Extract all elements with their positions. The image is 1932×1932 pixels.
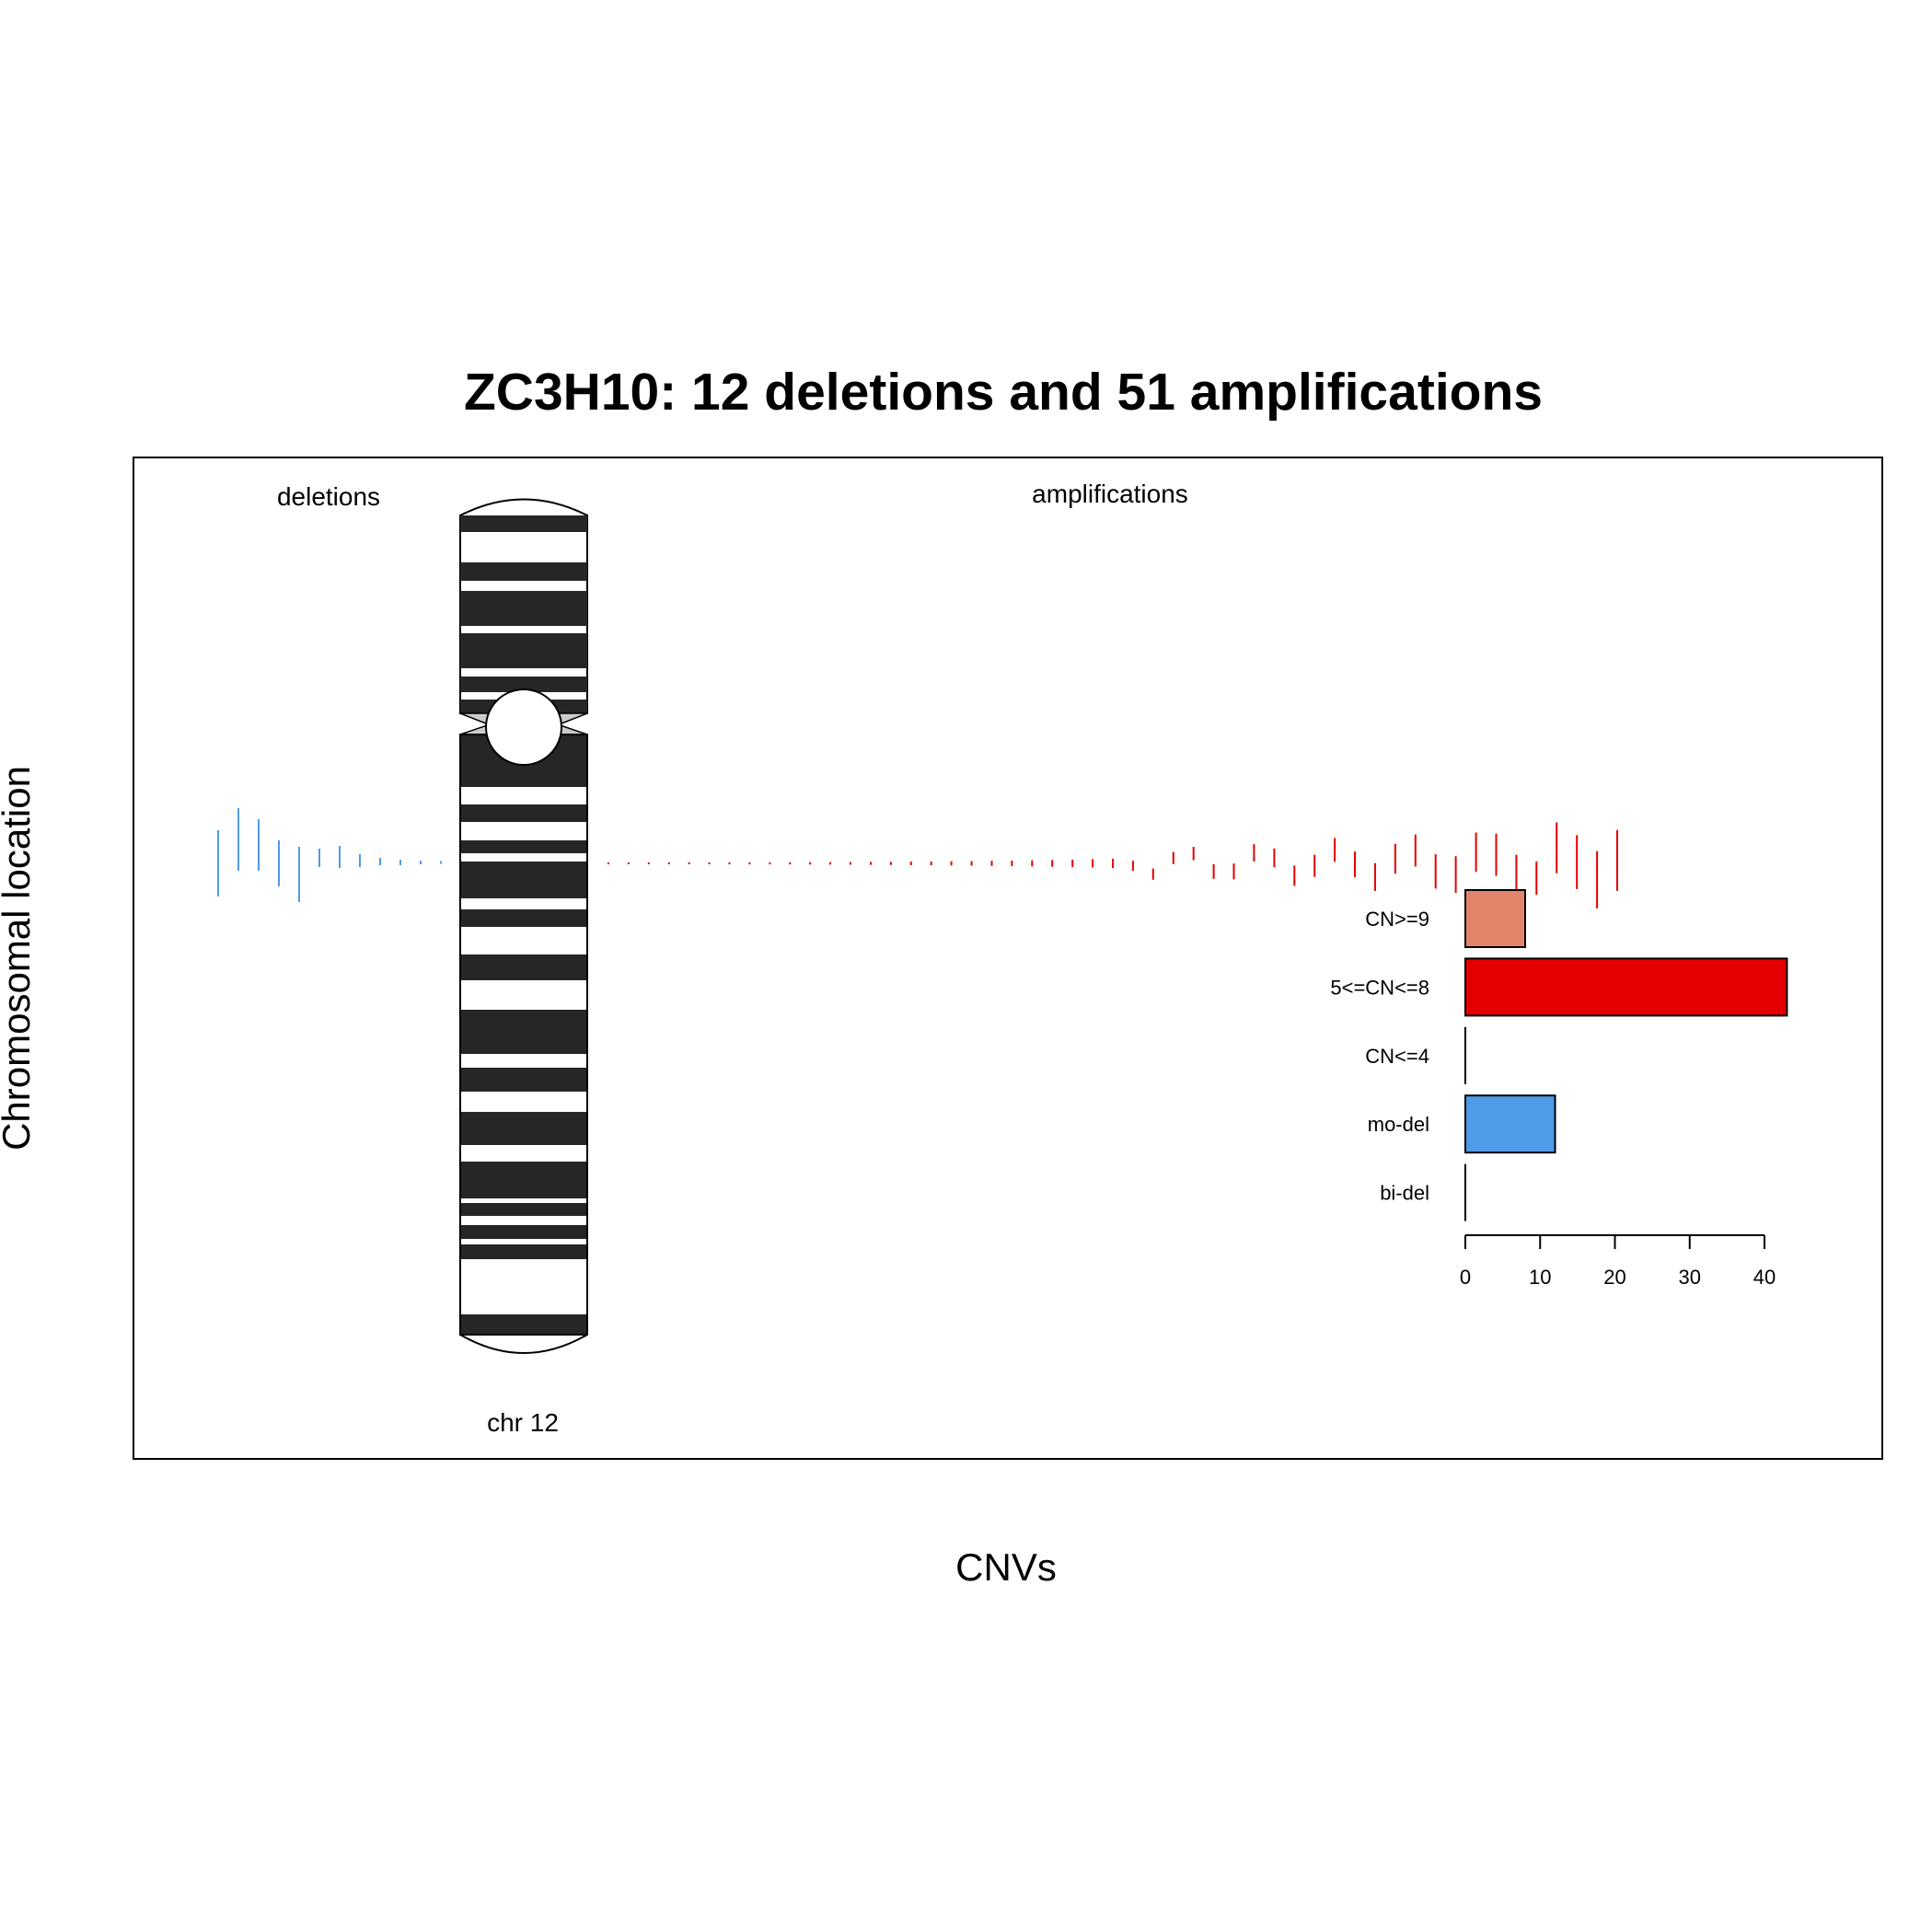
chromosome-band — [460, 1112, 587, 1145]
q-arm-cap — [459, 1334, 588, 1354]
plot-frame — [133, 457, 1883, 1460]
x-axis-title: CNVs — [955, 1545, 1057, 1589]
chromosome-band — [460, 591, 587, 626]
bar — [1464, 1094, 1556, 1154]
chromosome-band — [460, 1162, 587, 1198]
y-axis-title: Chromosomal location — [0, 766, 38, 1151]
x-tick-label: 20 — [1603, 1266, 1625, 1289]
chromosome-band — [460, 840, 587, 853]
cnv-segments — [217, 808, 1618, 908]
bar — [1464, 957, 1788, 1017]
chromosome-band — [460, 633, 587, 668]
chromosome-band — [460, 1244, 587, 1259]
chromosome-band — [460, 1225, 587, 1239]
amplifications-label: amplifications — [1032, 480, 1188, 508]
chart-title: ZC3H10: 12 deletions and 51 amplificatio… — [464, 363, 1543, 422]
chromosome-band — [460, 804, 587, 822]
bar-category-label: 5<=CN<=8 — [1330, 976, 1429, 999]
bar-category-label: mo-del — [1368, 1113, 1429, 1136]
chromosome-band — [460, 954, 587, 980]
chromosome-label: chr 12 — [487, 1408, 559, 1437]
chromosome-band — [460, 1203, 587, 1216]
chromosome-band — [460, 1068, 587, 1092]
centromere — [485, 688, 562, 766]
cnv-bar-inset: CN>=9 5<=CN<=8 CN<=4 mo-del bi-del 0 10 20 30 40 — [1330, 889, 1788, 1289]
chromosome-band — [460, 909, 587, 927]
deletions-label: deletions — [277, 482, 380, 511]
bar-category-label: bi-del — [1380, 1182, 1429, 1205]
chromosome-band — [460, 515, 587, 532]
chromosome-band — [460, 562, 587, 581]
bar-category-label: CN>=9 — [1365, 908, 1429, 931]
chromosome-band — [460, 1010, 587, 1054]
p-arm-cap — [459, 498, 588, 516]
x-tick-label: 40 — [1753, 1266, 1776, 1289]
x-tick-label: 30 — [1679, 1266, 1701, 1289]
bar-category-label: CN<=4 — [1365, 1045, 1429, 1068]
bar — [1464, 889, 1526, 948]
chromosome-band — [460, 677, 587, 692]
chromosome-band — [460, 862, 587, 898]
chromosome-band — [460, 1314, 587, 1335]
chromosome-ideogram — [459, 498, 588, 1354]
x-tick-label: 10 — [1529, 1266, 1551, 1289]
x-tick-label: 0 — [1460, 1266, 1471, 1289]
